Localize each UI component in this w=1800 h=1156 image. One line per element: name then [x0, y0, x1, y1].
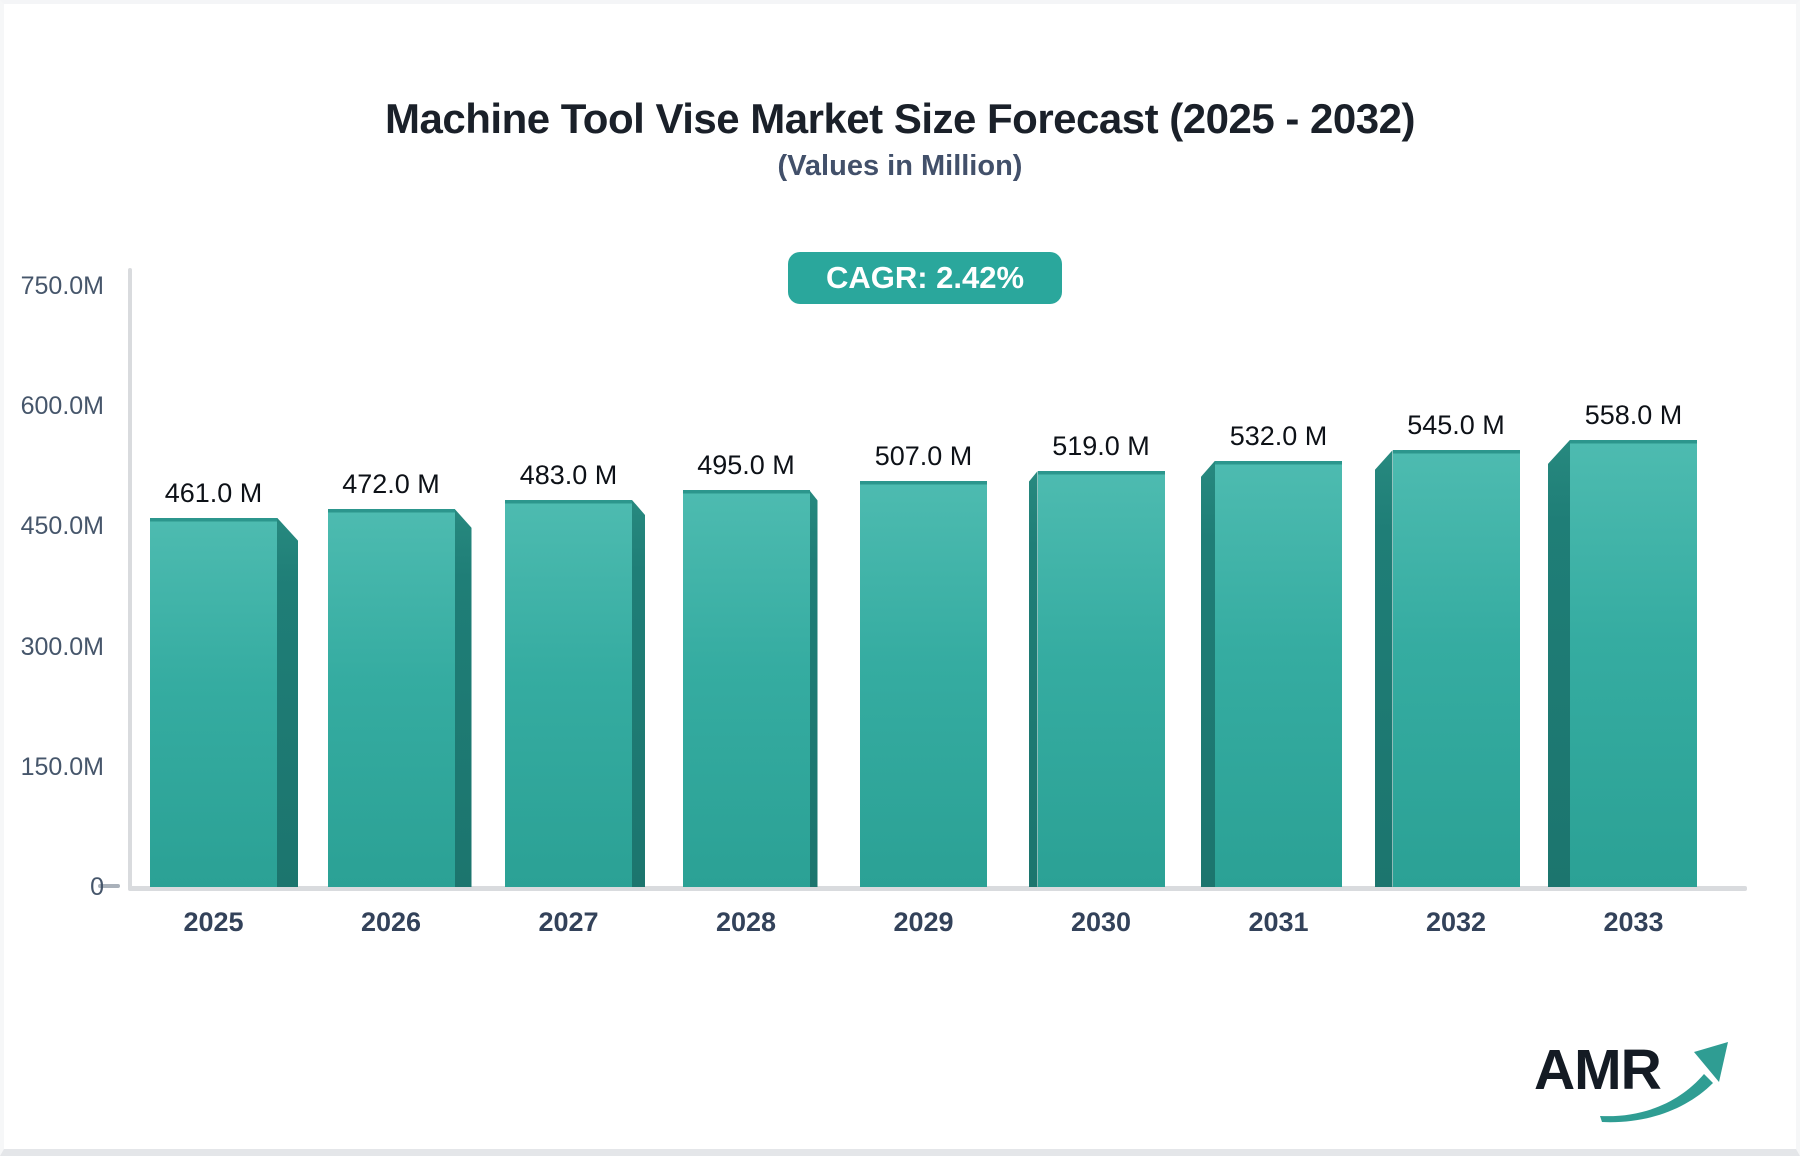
x-axis-tick-label: 2030 — [1070, 907, 1132, 937]
bar-2027[interactable] — [505, 499, 632, 887]
x-axis-tick-label: 2029 — [893, 907, 954, 937]
bar-2030[interactable] — [1037, 471, 1165, 887]
amr-logo: AMR — [1528, 1030, 1728, 1130]
bar-side-face — [1201, 460, 1215, 887]
y-axis-tick-label: 0 — [90, 873, 104, 901]
y-axis-line — [128, 268, 132, 890]
bar-value-label: 461.0 M — [164, 477, 263, 508]
y-axis-tick-label: 300.0M — [20, 632, 104, 661]
bar-side-face — [1548, 439, 1570, 887]
bar-2032[interactable] — [1392, 450, 1520, 887]
bar-side-face — [277, 517, 298, 887]
page-title: Machine Tool Vise Market Size Forecast (… — [385, 95, 1415, 142]
x-axis-tick-label: 2028 — [715, 907, 777, 937]
page-subtitle: (Values in Million) — [777, 150, 1023, 182]
x-axis-tick-label: 2032 — [1425, 907, 1487, 937]
y-axis-tick-label: 750.0M — [20, 272, 104, 300]
bar-value-label: 545.0 M — [1407, 410, 1505, 441]
x-axis-tick-label: 2033 — [1603, 907, 1664, 937]
y-axis-tick-label: 450.0M — [20, 512, 104, 541]
x-axis-tick-label: 2026 — [360, 907, 422, 937]
bar-value-label: 495.0 M — [697, 450, 795, 481]
bar-2025[interactable] — [150, 517, 277, 887]
bar-value-label: 558.0 M — [1584, 399, 1683, 430]
bar-2029[interactable] — [860, 480, 987, 887]
bar-side-face — [1028, 471, 1038, 887]
x-axis-tick-label: 2027 — [538, 907, 599, 937]
bar-side-face — [632, 499, 645, 887]
y-axis-tick-label: 150.0M — [20, 752, 104, 781]
bar-side-face — [1374, 450, 1393, 887]
bar-2031[interactable] — [1215, 460, 1342, 887]
bar-side-face — [809, 490, 818, 887]
growth-arrow-icon — [1600, 1042, 1728, 1123]
bar-value-label: 507.0 M — [874, 440, 973, 471]
bar-value-label: 532.0 M — [1229, 420, 1328, 451]
x-axis-tick-label: 2031 — [1248, 907, 1309, 937]
bar-2026[interactable] — [327, 508, 455, 887]
x-axis-tick-label: 2025 — [183, 907, 244, 937]
y-axis-tick-label: 600.0M — [20, 392, 104, 421]
bar-2033[interactable] — [1570, 439, 1697, 887]
bar-value-label: 519.0 M — [1052, 431, 1150, 462]
bar-side-face — [454, 508, 472, 887]
bar-value-label: 483.0 M — [519, 459, 618, 490]
amr-logo-text: AMR — [1534, 1038, 1662, 1102]
x-axis-baseline — [128, 886, 1747, 891]
cagr-badge: CAGR: 2.42% — [788, 252, 1062, 304]
zero-tick-mark — [98, 884, 120, 888]
bar-value-label: 472.0 M — [342, 468, 440, 499]
bar-2028[interactable] — [682, 490, 810, 887]
